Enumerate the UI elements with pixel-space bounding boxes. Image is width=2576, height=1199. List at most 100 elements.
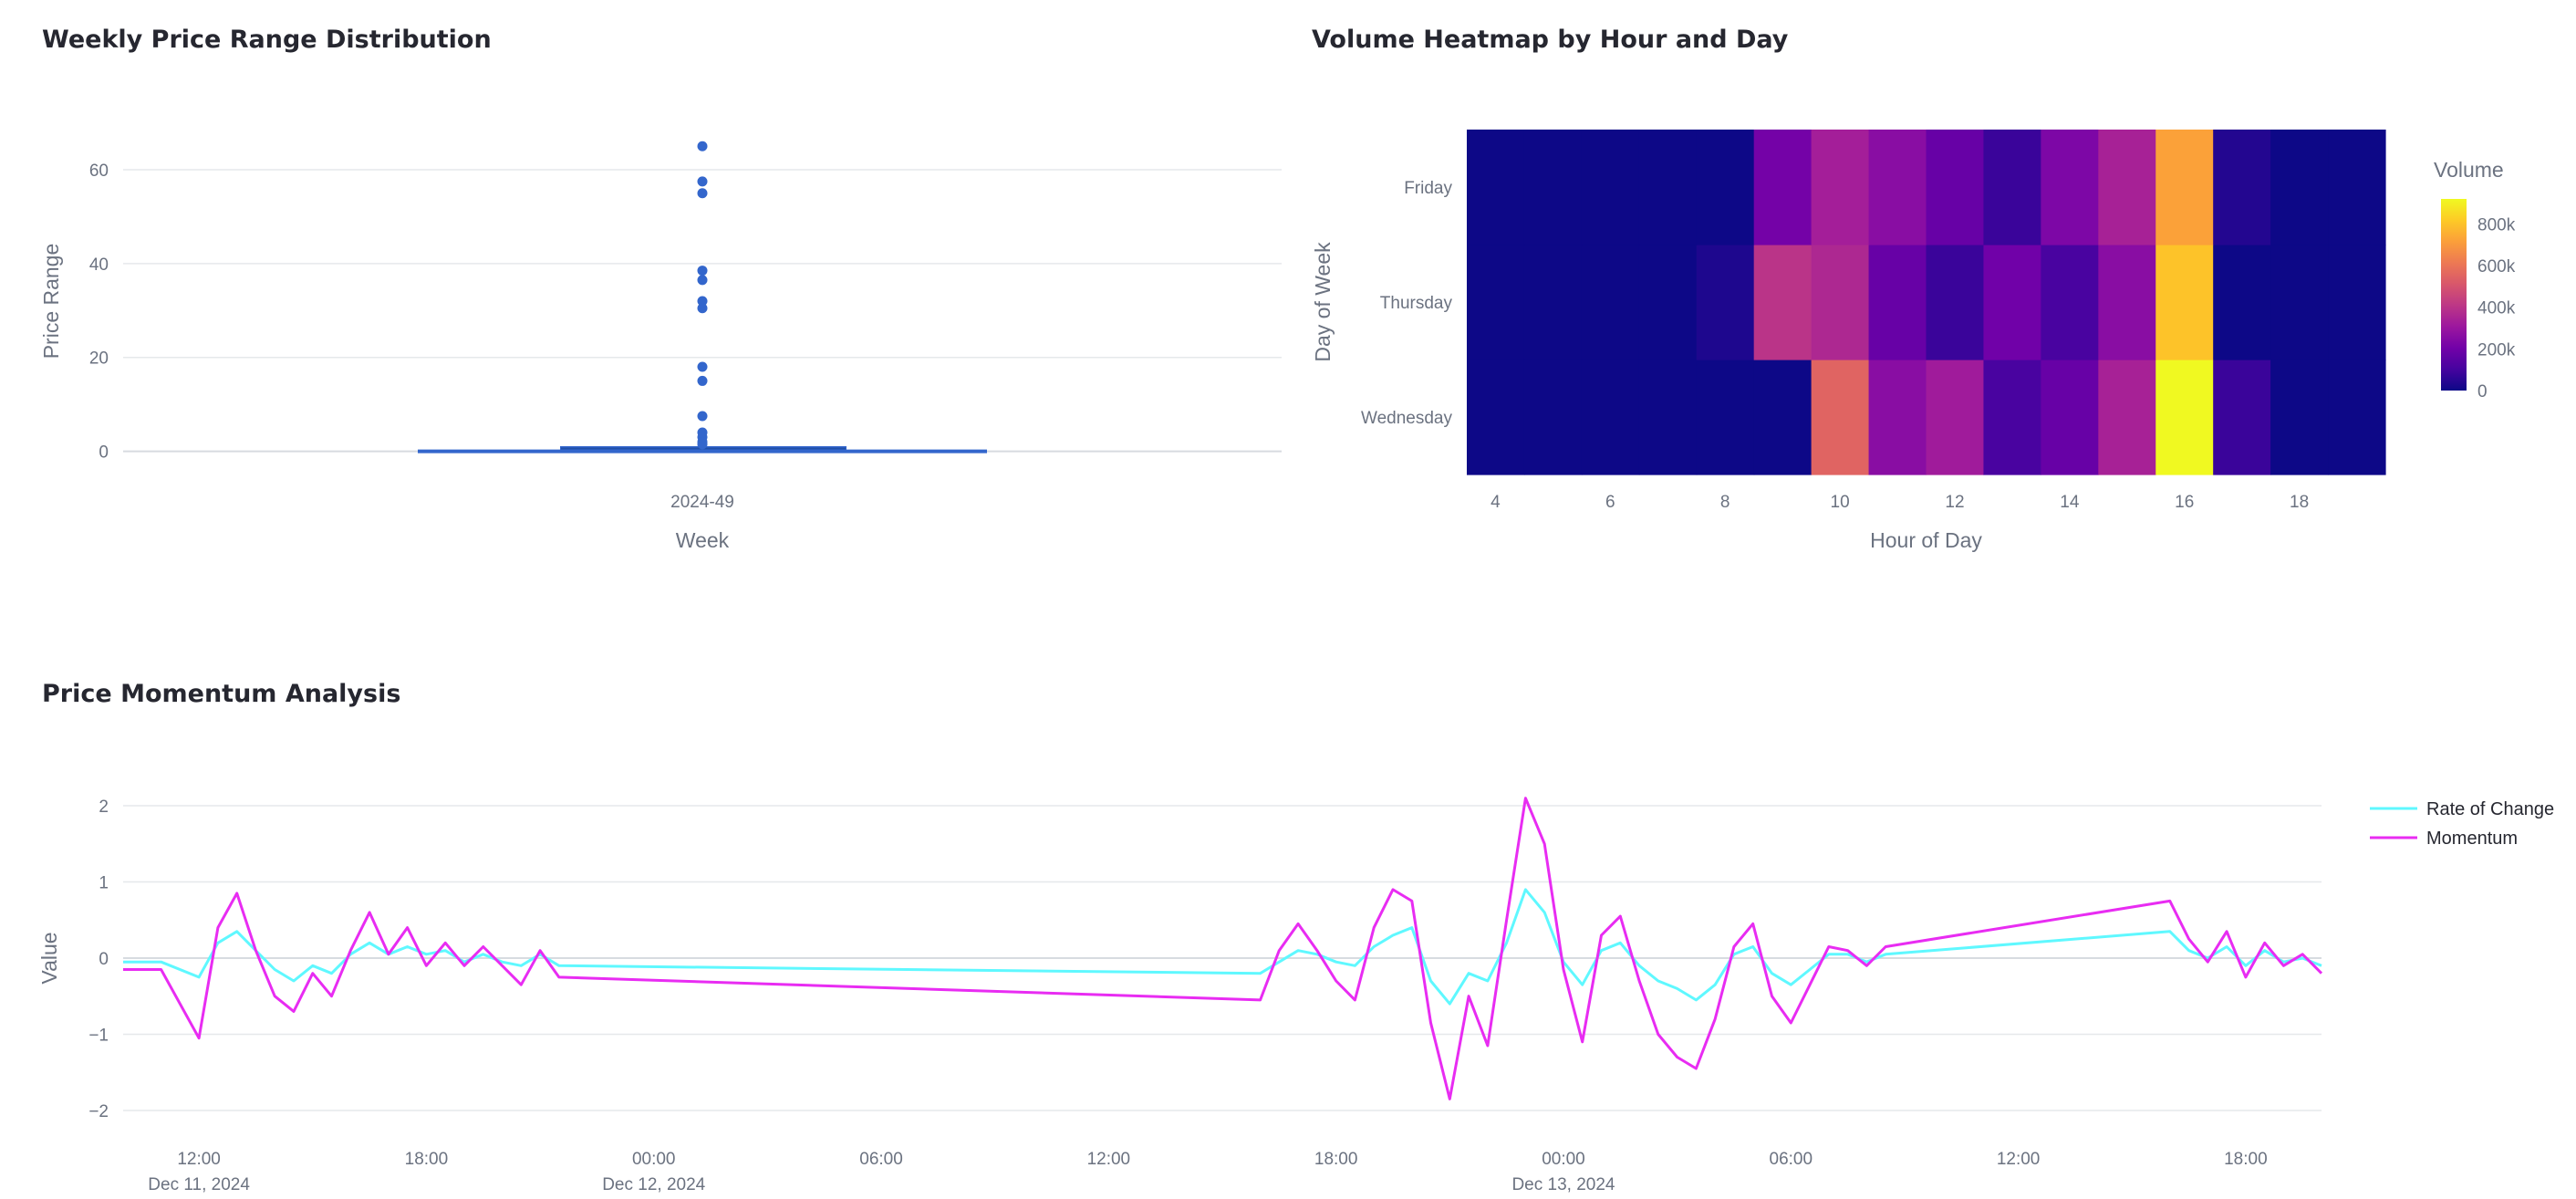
y-tick-label: 20 [89, 349, 109, 369]
y-tick-label: −2 [88, 1102, 109, 1121]
x-tick-label: 18:00 [405, 1150, 449, 1169]
x-tick-date-label: Dec 12, 2024 [602, 1175, 705, 1194]
colorbar-title: Volume [2434, 158, 2504, 182]
heatmap-chart-title: Volume Heatmap by Hour and Day [1312, 26, 1789, 54]
heatmap-cell [2270, 130, 2329, 245]
x-tick-label: 2024-49 [670, 493, 734, 512]
legend-label: Rate of Change [2426, 799, 2554, 819]
colorbar-tick-label: 400k [2477, 299, 2516, 318]
heatmap-cell [1811, 130, 1870, 245]
y-tick-label: Wednesday [1361, 409, 1452, 428]
heatmap-cell [2270, 245, 2329, 360]
heatmap-cell [1868, 360, 1927, 475]
heatmap-cell [1811, 360, 1870, 475]
outlier-point [697, 176, 708, 187]
heatmap-cell [2213, 245, 2271, 360]
x-tick-label: 8 [1720, 493, 1730, 512]
legend-label: Momentum [2426, 829, 2518, 849]
outlier-point [697, 411, 708, 422]
heatmap-cell [2270, 360, 2329, 475]
outlier-point [697, 296, 708, 307]
x-axis-title: Hour of Day [1870, 528, 1982, 552]
box-chart-title: Weekly Price Range Distribution [42, 26, 492, 54]
y-tick-label: Thursday [1380, 294, 1453, 313]
heatmap-cell [1983, 245, 2041, 360]
x-tick-label: 10 [1831, 493, 1850, 512]
colorbar [2441, 199, 2467, 391]
outlier-point [697, 266, 708, 276]
heatmap-cell [1467, 130, 1525, 245]
momentum-chart-title: Price Momentum Analysis [42, 680, 401, 708]
heatmap-cell [1753, 245, 1813, 360]
y-axis-title: Day of Week [1311, 242, 1335, 362]
x-tick-label: 4 [1491, 493, 1501, 512]
heatmap-cell [1983, 360, 2041, 475]
heatmap-cell [1696, 130, 1755, 245]
heatmap-cell [1868, 245, 1927, 360]
y-axis-title: Value [37, 932, 61, 984]
y-tick-label: Friday [1404, 179, 1452, 198]
x-tick-label: 12:00 [1997, 1150, 2041, 1169]
heatmap-cell [1696, 245, 1755, 360]
x-tick-label: 00:00 [632, 1150, 676, 1169]
heatmap-cell [1753, 130, 1813, 245]
heatmap-cell [2098, 130, 2156, 245]
heatmap-cell [1638, 245, 1698, 360]
x-tick-label: 12 [1945, 493, 1964, 512]
heatmap-cell [2098, 360, 2156, 475]
heatmap-cell [1581, 360, 1640, 475]
heatmap-cell [1926, 245, 1985, 360]
heatmap-cell [1868, 130, 1927, 245]
heatmap-chart: Wednesday Thursday Friday 4 6 8 10 12 14 16 18 Hour… [1311, 130, 2516, 552]
heatmap-cell [2213, 130, 2271, 245]
heatmap-cell [2041, 130, 2099, 245]
series-line-rate-of-change [123, 888, 2322, 1006]
heatmap-cell [2155, 130, 2214, 245]
y-tick-label: 0 [99, 443, 109, 463]
heatmap-cell [1811, 245, 1870, 360]
heatmap-cell [2041, 245, 2099, 360]
outlier-point [697, 275, 708, 286]
x-tick-label: 18:00 [1314, 1150, 1358, 1169]
heatmap-cell [1696, 360, 1755, 475]
x-tick-label: 16 [2175, 493, 2194, 512]
heatmap-cell [2328, 245, 2386, 360]
heatmap-cell [2328, 360, 2386, 475]
x-tick-label: 06:00 [859, 1150, 903, 1169]
x-tick-label: 00:00 [1542, 1150, 1585, 1169]
heatmap-cell [1523, 130, 1583, 245]
x-tick-label: 14 [2060, 493, 2080, 512]
x-tick-date-label: Dec 13, 2024 [1511, 1175, 1615, 1194]
heatmap-cell [1467, 245, 1525, 360]
heatmap-cell [1467, 360, 1525, 475]
y-tick-label: −1 [88, 1026, 109, 1045]
colorbar-tick-label: 600k [2477, 257, 2516, 276]
colorbar-tick-label: 800k [2477, 215, 2516, 235]
y-tick-label: 0 [99, 950, 109, 969]
x-tick-label: 12:00 [177, 1150, 221, 1169]
heatmap-cell [2213, 360, 2271, 475]
heatmap-cell [1523, 245, 1583, 360]
heatmap-cell [2098, 245, 2156, 360]
x-tick-label: 18:00 [2224, 1150, 2268, 1169]
outlier-point [697, 375, 708, 386]
outlier-point [697, 439, 708, 450]
x-tick-label: 6 [1605, 493, 1615, 512]
heatmap-cell [2041, 360, 2099, 475]
heatmap-cell [2155, 360, 2214, 475]
x-tick-date-label: Dec 11, 2024 [148, 1175, 250, 1194]
colorbar-tick-label: 0 [2477, 382, 2488, 401]
heatmap-cell [1753, 360, 1813, 475]
x-tick-label: 06:00 [1770, 1150, 1813, 1169]
heatmap-cell [1638, 360, 1698, 475]
heatmap-cell [2155, 245, 2214, 360]
heatmap-cell [1926, 130, 1985, 245]
heatmap-cell [1926, 360, 1985, 475]
outlier-point [697, 188, 708, 199]
heatmap-cell [1983, 130, 2041, 245]
x-tick-label: 18 [2290, 493, 2309, 512]
x-axis-title: Week [676, 528, 730, 552]
y-axis-title: Price Range [39, 244, 63, 360]
outlier-point [697, 141, 708, 151]
